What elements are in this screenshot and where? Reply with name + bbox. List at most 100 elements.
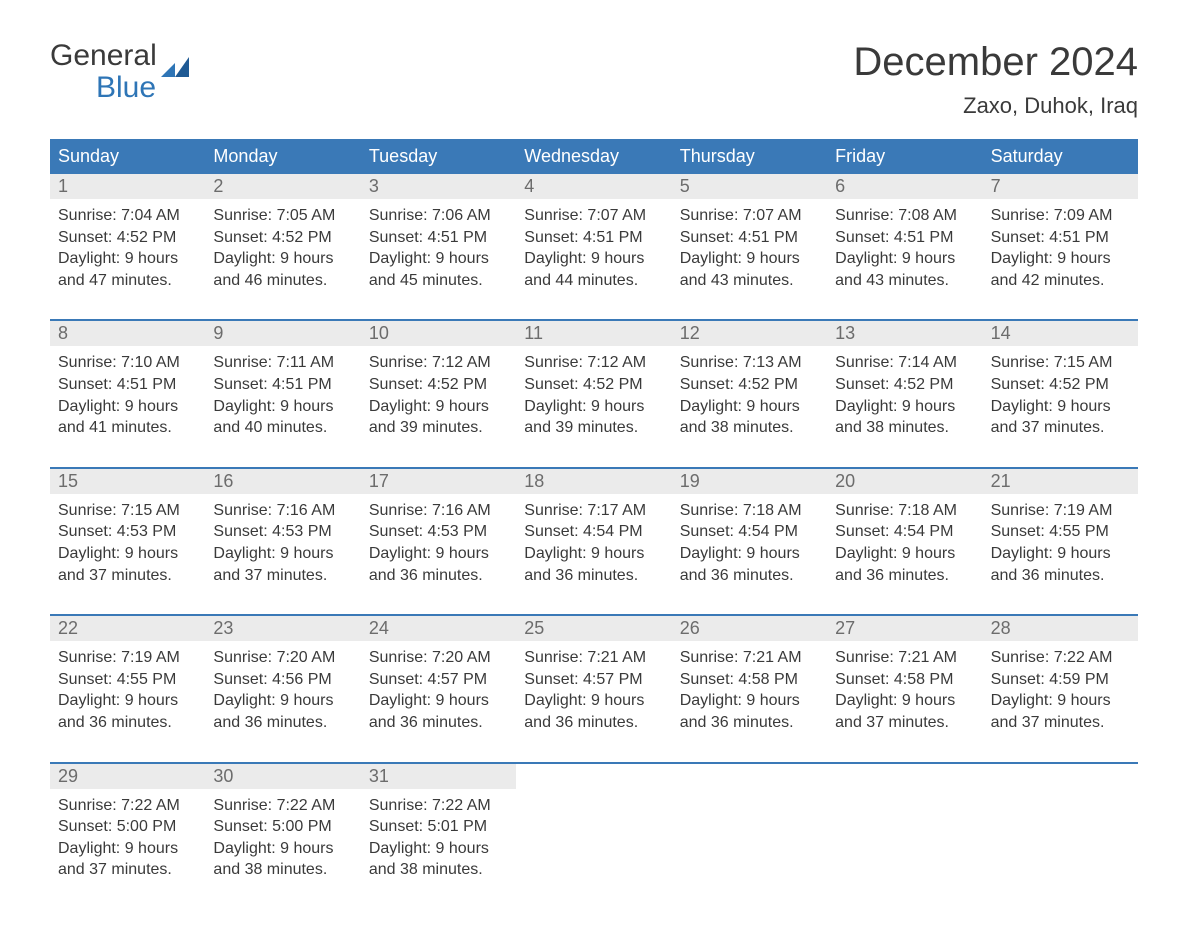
sunrise-line: Sunrise: 7:22 AM bbox=[213, 795, 352, 817]
sunrise-line: Sunrise: 7:05 AM bbox=[213, 205, 352, 227]
sunset-line: Sunset: 4:57 PM bbox=[369, 669, 508, 691]
day-number-row: 1234567 bbox=[50, 174, 1138, 199]
day-number: 6 bbox=[827, 174, 982, 199]
day-cell: Sunrise: 7:12 AMSunset: 4:52 PMDaylight:… bbox=[361, 346, 516, 452]
weekday-header: Tuesday bbox=[361, 139, 516, 174]
sunset-line: Sunset: 4:52 PM bbox=[58, 227, 197, 249]
day-cell: Sunrise: 7:08 AMSunset: 4:51 PMDaylight:… bbox=[827, 199, 982, 305]
day-cell: Sunrise: 7:21 AMSunset: 4:57 PMDaylight:… bbox=[516, 641, 671, 747]
day-number: 7 bbox=[983, 174, 1138, 199]
daylight-line: Daylight: 9 hours and 38 minutes. bbox=[835, 396, 974, 439]
daylight-line: Daylight: 9 hours and 36 minutes. bbox=[680, 543, 819, 586]
day-number: 30 bbox=[205, 764, 360, 789]
day-number: 14 bbox=[983, 321, 1138, 346]
month-title: December 2024 bbox=[853, 40, 1138, 85]
day-cell: Sunrise: 7:19 AMSunset: 4:55 PMDaylight:… bbox=[983, 494, 1138, 600]
day-number: 16 bbox=[205, 469, 360, 494]
daylight-line: Daylight: 9 hours and 38 minutes. bbox=[680, 396, 819, 439]
day-cell: Sunrise: 7:15 AMSunset: 4:53 PMDaylight:… bbox=[50, 494, 205, 600]
sunrise-line: Sunrise: 7:22 AM bbox=[369, 795, 508, 817]
day-number: 17 bbox=[361, 469, 516, 494]
daylight-line: Daylight: 9 hours and 36 minutes. bbox=[369, 690, 508, 733]
weekday-header: Saturday bbox=[983, 139, 1138, 174]
daylight-line: Daylight: 9 hours and 43 minutes. bbox=[680, 248, 819, 291]
day-cell: Sunrise: 7:18 AMSunset: 4:54 PMDaylight:… bbox=[672, 494, 827, 600]
daylight-line: Daylight: 9 hours and 37 minutes. bbox=[58, 838, 197, 881]
day-cell: Sunrise: 7:14 AMSunset: 4:52 PMDaylight:… bbox=[827, 346, 982, 452]
sunset-line: Sunset: 4:52 PM bbox=[369, 374, 508, 396]
logo-word-general: General bbox=[50, 40, 157, 72]
day-number: 1 bbox=[50, 174, 205, 199]
day-cell: Sunrise: 7:21 AMSunset: 4:58 PMDaylight:… bbox=[672, 641, 827, 747]
day-number-row: 891011121314 bbox=[50, 321, 1138, 346]
day-number: 23 bbox=[205, 616, 360, 641]
sunrise-line: Sunrise: 7:11 AM bbox=[213, 352, 352, 374]
day-number-row: 15161718192021 bbox=[50, 469, 1138, 494]
day-cell: Sunrise: 7:04 AMSunset: 4:52 PMDaylight:… bbox=[50, 199, 205, 305]
day-number: 3 bbox=[361, 174, 516, 199]
daylight-line: Daylight: 9 hours and 37 minutes. bbox=[991, 690, 1130, 733]
day-number: 18 bbox=[516, 469, 671, 494]
day-cell: Sunrise: 7:16 AMSunset: 4:53 PMDaylight:… bbox=[361, 494, 516, 600]
day-cell: Sunrise: 7:20 AMSunset: 4:56 PMDaylight:… bbox=[205, 641, 360, 747]
sunset-line: Sunset: 4:51 PM bbox=[524, 227, 663, 249]
day-cell: Sunrise: 7:17 AMSunset: 4:54 PMDaylight:… bbox=[516, 494, 671, 600]
weekday-header: Friday bbox=[827, 139, 982, 174]
sunrise-line: Sunrise: 7:22 AM bbox=[991, 647, 1130, 669]
day-cell: Sunrise: 7:07 AMSunset: 4:51 PMDaylight:… bbox=[516, 199, 671, 305]
sunrise-line: Sunrise: 7:22 AM bbox=[58, 795, 197, 817]
sunrise-line: Sunrise: 7:21 AM bbox=[524, 647, 663, 669]
daylight-line: Daylight: 9 hours and 36 minutes. bbox=[524, 690, 663, 733]
weekday-header-row: SundayMondayTuesdayWednesdayThursdayFrid… bbox=[50, 139, 1138, 174]
day-cell: Sunrise: 7:12 AMSunset: 4:52 PMDaylight:… bbox=[516, 346, 671, 452]
sunrise-line: Sunrise: 7:18 AM bbox=[835, 500, 974, 522]
sunrise-line: Sunrise: 7:12 AM bbox=[524, 352, 663, 374]
sunrise-line: Sunrise: 7:19 AM bbox=[991, 500, 1130, 522]
daylight-line: Daylight: 9 hours and 39 minutes. bbox=[524, 396, 663, 439]
sunset-line: Sunset: 4:53 PM bbox=[213, 521, 352, 543]
day-number bbox=[672, 764, 827, 789]
sunset-line: Sunset: 4:58 PM bbox=[835, 669, 974, 691]
day-number: 25 bbox=[516, 616, 671, 641]
logo-flag-icon bbox=[161, 52, 189, 72]
sunset-line: Sunset: 4:55 PM bbox=[991, 521, 1130, 543]
sunrise-line: Sunrise: 7:14 AM bbox=[835, 352, 974, 374]
day-number: 29 bbox=[50, 764, 205, 789]
day-cell: Sunrise: 7:22 AMSunset: 4:59 PMDaylight:… bbox=[983, 641, 1138, 747]
day-number: 22 bbox=[50, 616, 205, 641]
sunset-line: Sunset: 4:52 PM bbox=[213, 227, 352, 249]
daylight-line: Daylight: 9 hours and 36 minutes. bbox=[835, 543, 974, 586]
location: Zaxo, Duhok, Iraq bbox=[853, 93, 1138, 119]
day-cell: Sunrise: 7:22 AMSunset: 5:00 PMDaylight:… bbox=[205, 789, 360, 895]
daylight-line: Daylight: 9 hours and 45 minutes. bbox=[369, 248, 508, 291]
sunrise-line: Sunrise: 7:12 AM bbox=[369, 352, 508, 374]
sunset-line: Sunset: 4:56 PM bbox=[213, 669, 352, 691]
sunrise-line: Sunrise: 7:18 AM bbox=[680, 500, 819, 522]
sunrise-line: Sunrise: 7:06 AM bbox=[369, 205, 508, 227]
day-cell: Sunrise: 7:10 AMSunset: 4:51 PMDaylight:… bbox=[50, 346, 205, 452]
day-number: 12 bbox=[672, 321, 827, 346]
day-cell: Sunrise: 7:11 AMSunset: 4:51 PMDaylight:… bbox=[205, 346, 360, 452]
day-number bbox=[516, 764, 671, 789]
sunset-line: Sunset: 4:54 PM bbox=[680, 521, 819, 543]
day-cell: Sunrise: 7:18 AMSunset: 4:54 PMDaylight:… bbox=[827, 494, 982, 600]
sunrise-line: Sunrise: 7:09 AM bbox=[991, 205, 1130, 227]
sunset-line: Sunset: 4:52 PM bbox=[991, 374, 1130, 396]
daylight-line: Daylight: 9 hours and 40 minutes. bbox=[213, 396, 352, 439]
weekday-header: Thursday bbox=[672, 139, 827, 174]
sunset-line: Sunset: 4:51 PM bbox=[369, 227, 508, 249]
sunset-line: Sunset: 4:55 PM bbox=[58, 669, 197, 691]
day-cell bbox=[983, 789, 1138, 895]
sunset-line: Sunset: 4:53 PM bbox=[58, 521, 197, 543]
sunset-line: Sunset: 4:52 PM bbox=[835, 374, 974, 396]
daylight-line: Daylight: 9 hours and 36 minutes. bbox=[524, 543, 663, 586]
day-number bbox=[827, 764, 982, 789]
calendar-week: 891011121314Sunrise: 7:10 AMSunset: 4:51… bbox=[50, 319, 1138, 452]
sunset-line: Sunset: 4:59 PM bbox=[991, 669, 1130, 691]
sunset-line: Sunset: 5:00 PM bbox=[213, 816, 352, 838]
weekday-header: Monday bbox=[205, 139, 360, 174]
day-cell: Sunrise: 7:16 AMSunset: 4:53 PMDaylight:… bbox=[205, 494, 360, 600]
day-number: 19 bbox=[672, 469, 827, 494]
daylight-line: Daylight: 9 hours and 36 minutes. bbox=[58, 690, 197, 733]
daylight-line: Daylight: 9 hours and 36 minutes. bbox=[369, 543, 508, 586]
